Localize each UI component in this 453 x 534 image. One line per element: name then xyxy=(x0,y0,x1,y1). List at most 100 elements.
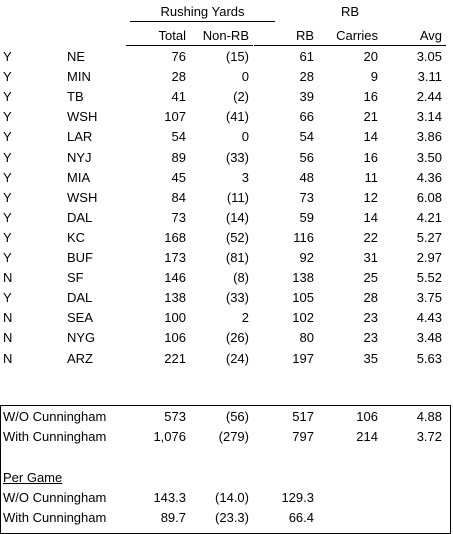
number-cell: (24) xyxy=(225,350,249,366)
number-cell: 3.86 xyxy=(416,129,442,145)
number-cell: 4.21 xyxy=(416,209,442,225)
underline xyxy=(130,21,275,22)
number-cell: 22 xyxy=(363,229,378,245)
team-cell: MIN xyxy=(67,69,91,85)
number-cell: 25 xyxy=(363,270,378,286)
number-cell: 48 xyxy=(299,169,314,185)
number-cell: 2.44 xyxy=(416,89,442,105)
flag-cell: N xyxy=(3,310,13,326)
number-cell: 102 xyxy=(292,310,314,326)
number-cell: 89.7 xyxy=(160,510,186,525)
number-cell: 45 xyxy=(171,169,186,185)
number-cell: 4.88 xyxy=(416,409,442,424)
number-cell: 3.75 xyxy=(416,290,442,306)
number-cell: 21 xyxy=(363,109,378,125)
number-cell: 116 xyxy=(293,229,314,245)
number-cell: 0 xyxy=(241,129,249,145)
section-label: Per Game xyxy=(3,470,63,485)
team-cell: NYG xyxy=(67,330,96,346)
number-cell: 84 xyxy=(171,189,186,205)
number-cell: (14) xyxy=(225,209,249,225)
flag-cell: N xyxy=(3,330,13,346)
flag-cell: Y xyxy=(3,89,12,105)
flag-cell: Y xyxy=(3,109,12,125)
underline xyxy=(189,45,253,46)
number-cell: 66.4 xyxy=(288,510,314,525)
number-cell: 76 xyxy=(171,49,186,64)
number-cell: 16 xyxy=(363,89,378,105)
number-cell: 66 xyxy=(299,109,314,125)
number-cell: 12 xyxy=(363,189,378,205)
number-cell: 173 xyxy=(164,250,186,265)
number-cell: 92 xyxy=(299,250,314,265)
number-cell: 0 xyxy=(241,69,249,85)
number-cell: 197 xyxy=(292,350,314,366)
underline xyxy=(318,45,382,46)
number-cell: 80 xyxy=(299,330,314,346)
number-cell: 3.48 xyxy=(416,330,442,346)
team-cell: NYJ xyxy=(67,149,92,165)
team-cell: TB xyxy=(67,89,84,105)
flag-cell: Y xyxy=(3,209,12,225)
number-cell: 138 xyxy=(292,270,314,286)
team-cell: LAR xyxy=(67,129,93,145)
number-cell: 14 xyxy=(363,209,378,225)
flag-cell: Y xyxy=(3,250,12,265)
row-label: With Cunningham xyxy=(3,429,107,444)
number-cell: (11) xyxy=(226,189,249,205)
column-header: Total xyxy=(158,28,186,43)
number-cell: 16 xyxy=(363,149,378,165)
number-cell: 14 xyxy=(363,129,378,145)
flag-cell: Y xyxy=(3,149,12,165)
team-cell: WSH xyxy=(67,189,98,205)
number-cell: (41) xyxy=(225,109,249,125)
team-cell: BUF xyxy=(67,250,93,265)
team-cell: SEA xyxy=(67,310,94,326)
number-cell: 89 xyxy=(171,149,186,165)
number-cell: (14.0) xyxy=(215,490,249,505)
number-cell: (279) xyxy=(218,429,249,444)
flag-cell: Y xyxy=(3,129,12,145)
flag-cell: Y xyxy=(3,49,12,64)
team-cell: NE xyxy=(67,49,86,64)
flag-cell: N xyxy=(3,270,13,286)
number-cell: 9 xyxy=(370,69,378,85)
number-cell: 797 xyxy=(292,429,314,444)
number-cell: 138 xyxy=(164,290,186,306)
number-cell: (81) xyxy=(225,250,249,265)
team-cell: KC xyxy=(67,229,86,245)
number-cell: 28 xyxy=(299,69,314,85)
number-cell: 4.36 xyxy=(416,169,442,185)
number-cell: 221 xyxy=(164,350,186,366)
number-cell: (8) xyxy=(233,270,249,286)
row-label: W/O Cunningham xyxy=(3,490,107,505)
number-cell: 105 xyxy=(292,290,314,306)
number-cell: 20 xyxy=(363,49,378,64)
underline xyxy=(254,45,318,46)
number-cell: 517 xyxy=(292,409,314,424)
flag-cell: Y xyxy=(3,169,12,185)
number-cell: 573 xyxy=(164,409,186,424)
number-cell: 1,076 xyxy=(153,429,186,444)
number-cell: 3.14 xyxy=(416,109,442,125)
column-header: Non-RB xyxy=(202,28,249,43)
number-cell: 73 xyxy=(171,209,186,225)
number-cell: 3 xyxy=(241,169,249,185)
number-cell: 28 xyxy=(363,290,378,306)
number-cell: 39 xyxy=(299,89,314,105)
flag-cell: Y xyxy=(3,290,12,306)
column-header: RB xyxy=(295,28,314,43)
underline xyxy=(126,45,190,46)
number-cell: 2 xyxy=(241,310,249,326)
number-cell: 23 xyxy=(363,330,378,346)
underline xyxy=(382,45,446,46)
number-cell: 3.72 xyxy=(416,429,442,444)
number-cell: 107 xyxy=(164,109,186,125)
flag-cell: N xyxy=(3,350,13,366)
number-cell: 61 xyxy=(299,49,314,64)
number-cell: 106 xyxy=(356,409,378,424)
number-cell: 106 xyxy=(164,330,186,346)
number-cell: 59 xyxy=(299,209,314,225)
number-cell: 56 xyxy=(299,149,314,165)
